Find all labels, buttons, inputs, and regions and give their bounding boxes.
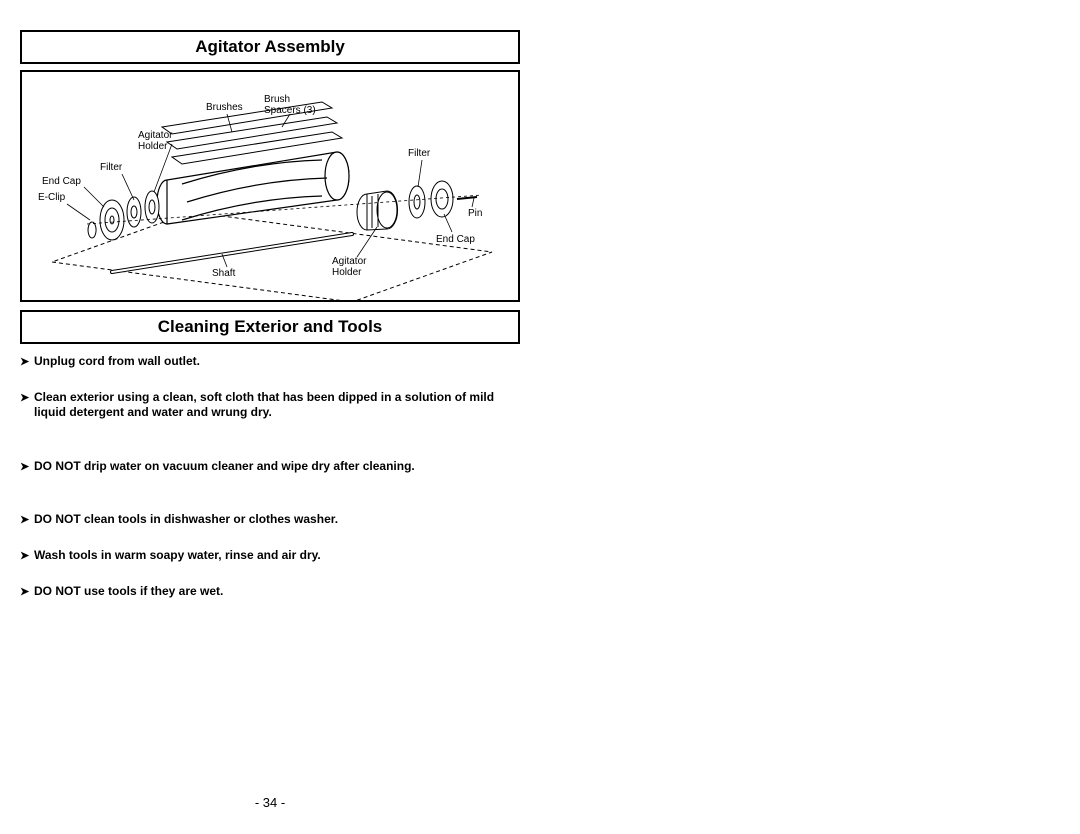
section-header-cleaning: Cleaning Exterior and Tools: [20, 310, 520, 344]
label-brushes: Brushes: [206, 102, 243, 113]
section-title: Agitator Assembly: [195, 37, 345, 57]
instruction-item: ➤ Unplug cord from wall outlet.: [20, 354, 520, 370]
bullet-icon: ➤: [20, 549, 34, 563]
label-agitator-holder-left: Agitator Holder: [138, 130, 172, 152]
label-agitator-holder-right: Agitator Holder: [332, 256, 366, 278]
instruction-text: Clean exterior using a clean, soft cloth…: [34, 390, 520, 421]
manual-page: Agitator Assembly: [0, 0, 1080, 834]
label-brush-spacers: Brush Spacers (3): [264, 94, 316, 116]
bullet-icon: ➤: [20, 391, 34, 405]
agitator-diagram: Brushes Brush Spacers (3) Agitator Holde…: [20, 70, 520, 302]
bullet-icon: ➤: [20, 585, 34, 599]
label-end-cap-right: End Cap: [436, 234, 475, 245]
label-filter-right: Filter: [408, 148, 430, 159]
instruction-item: ➤ Wash tools in warm soapy water, rinse …: [20, 548, 520, 564]
section-header-agitator: Agitator Assembly: [20, 30, 520, 64]
bullet-icon: ➤: [20, 513, 34, 527]
label-filter-left: Filter: [100, 162, 122, 173]
instruction-item: ➤ Clean exterior using a clean, soft clo…: [20, 390, 520, 421]
instruction-item: ➤ DO NOT clean tools in dishwasher or cl…: [20, 512, 520, 528]
instruction-text: Unplug cord from wall outlet.: [34, 354, 520, 370]
label-shaft: Shaft: [212, 268, 235, 279]
label-e-clip: E-Clip: [38, 192, 65, 203]
instruction-item: ➤ DO NOT use tools if they are wet.: [20, 584, 520, 600]
section-title: Cleaning Exterior and Tools: [158, 317, 383, 337]
instruction-text: DO NOT drip water on vacuum cleaner and …: [34, 459, 520, 475]
label-pin: Pin: [468, 208, 482, 219]
instruction-text: DO NOT clean tools in dishwasher or clot…: [34, 512, 520, 528]
instruction-text: Wash tools in warm soapy water, rinse an…: [34, 548, 520, 564]
bullet-icon: ➤: [20, 355, 34, 369]
instructions-list: ➤ Unplug cord from wall outlet. ➤ Clean …: [20, 354, 520, 599]
page-number: - 34 -: [0, 795, 540, 810]
instruction-text: DO NOT use tools if they are wet.: [34, 584, 520, 600]
label-end-cap-left: End Cap: [42, 176, 81, 187]
bullet-icon: ➤: [20, 460, 34, 474]
instruction-item: ➤ DO NOT drip water on vacuum cleaner an…: [20, 459, 520, 475]
